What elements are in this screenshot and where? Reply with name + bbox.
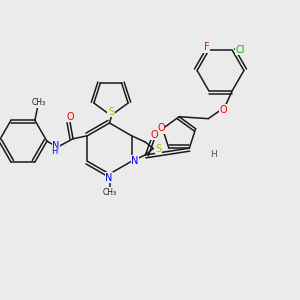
Text: N: N <box>52 141 60 151</box>
Text: N: N <box>131 156 139 166</box>
Text: O: O <box>66 112 74 122</box>
Text: S: S <box>108 107 114 117</box>
Text: F: F <box>204 42 209 52</box>
Text: H: H <box>51 148 57 157</box>
Text: N: N <box>105 172 112 183</box>
Text: CH₃: CH₃ <box>102 188 117 197</box>
Text: O: O <box>157 123 165 133</box>
Text: O: O <box>150 130 158 140</box>
Text: O: O <box>219 105 227 115</box>
Text: H: H <box>210 150 217 159</box>
Text: CH₃: CH₃ <box>32 98 46 107</box>
Text: S: S <box>156 143 162 154</box>
Text: Cl: Cl <box>236 45 245 55</box>
